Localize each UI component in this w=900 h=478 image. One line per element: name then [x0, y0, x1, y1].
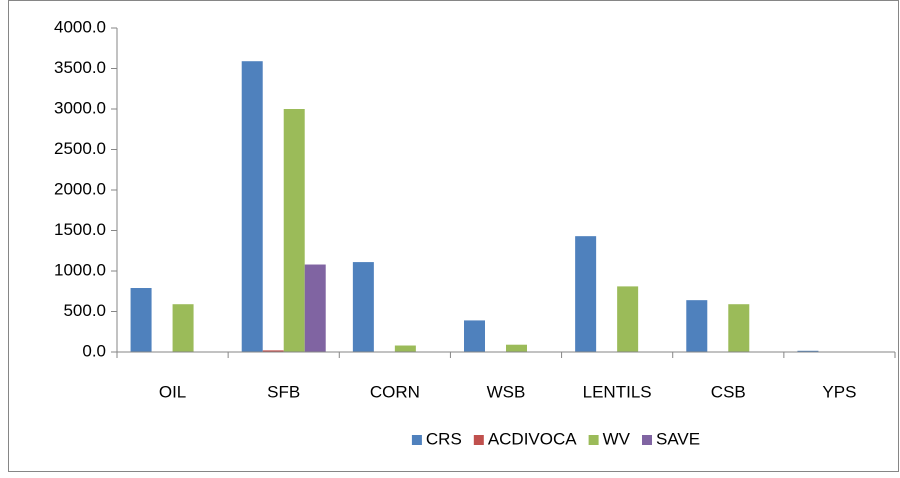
chart-border [8, 0, 899, 472]
bar [283, 109, 305, 352]
x-tick-label: SFB [267, 382, 300, 401]
y-tick-label: 500.0 [63, 301, 106, 320]
x-tick-label: LENTILS [583, 382, 652, 401]
legend-label: ACDIVOCA [488, 429, 577, 448]
legend-label: SAVE [656, 429, 700, 448]
bar [304, 264, 326, 352]
bar [172, 304, 194, 352]
bar [464, 320, 485, 352]
x-tick-label: CSB [711, 382, 746, 401]
y-tick-label: 0.0 [82, 341, 106, 360]
legend-label: CRS [426, 429, 462, 448]
bar [241, 61, 263, 353]
bar [728, 304, 750, 352]
legend-swatch [588, 435, 599, 445]
bar [262, 350, 284, 352]
bar [394, 345, 416, 352]
legend-swatch [411, 435, 422, 445]
y-tick-label: 3500.0 [54, 58, 106, 77]
y-tick-label: 2000.0 [54, 179, 106, 198]
legend-swatch [642, 435, 652, 445]
x-tick-label: OIL [159, 382, 186, 401]
bar [797, 350, 819, 352]
x-tick-label: YPS [822, 382, 856, 401]
bar [686, 300, 708, 352]
y-tick-label: 3000.0 [54, 98, 106, 117]
y-tick-label: 4000.0 [54, 17, 106, 36]
y-tick-label: 1000.0 [54, 260, 106, 279]
x-tick-label: WSB [487, 382, 526, 401]
bar [352, 262, 374, 352]
bar [506, 344, 527, 352]
y-tick-label: 2500.0 [54, 139, 106, 158]
legend-label: WV [603, 429, 631, 448]
y-tick-label: 1500.0 [54, 220, 106, 239]
bar [575, 236, 597, 352]
bar [617, 286, 639, 352]
x-tick-label: CORN [370, 382, 420, 401]
legend-swatch [473, 435, 484, 445]
bar [130, 288, 152, 352]
